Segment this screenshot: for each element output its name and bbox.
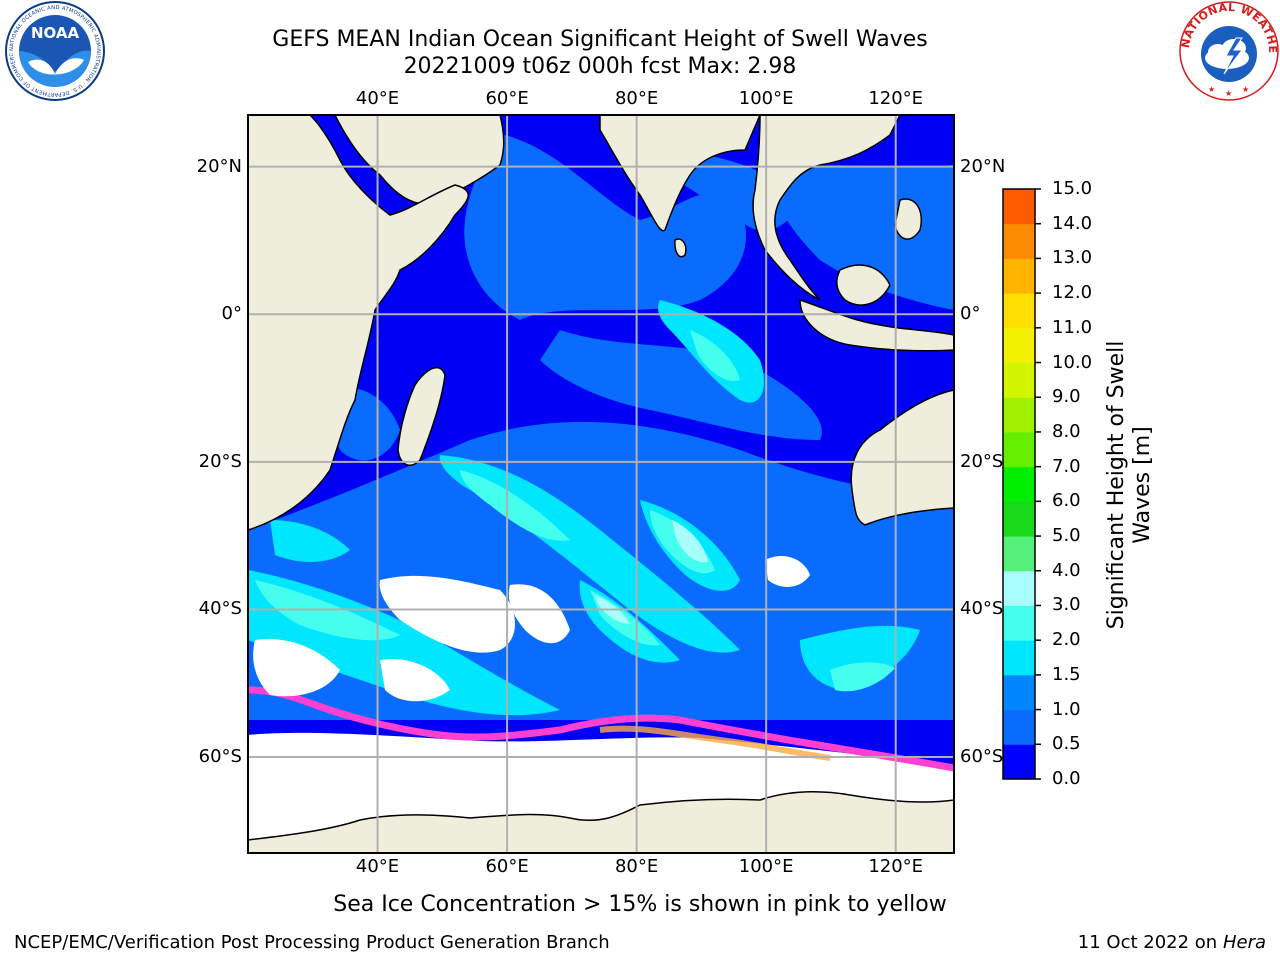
colorbar-segment [1003, 189, 1035, 225]
colorbar-tick-label: 8.0 [1052, 420, 1081, 442]
colorbar-tick-label: 10.0 [1052, 351, 1093, 373]
lat-tick-label-left: 20°S [198, 450, 242, 472]
map-area [248, 115, 954, 853]
colorbar-segment [1003, 570, 1035, 606]
svg-text:★: ★ [1242, 85, 1249, 94]
chart-subtitle: 20221009 t06z 000h fcst Max: 2.98 [403, 54, 797, 79]
lat-tick-label-left: 60°S [198, 746, 242, 768]
lon-tick-label-bottom: 120°E [868, 856, 924, 877]
gridlines [248, 115, 954, 853]
colorbar-segment [1003, 293, 1035, 329]
lon-tick-label-bottom: 60°E [485, 856, 529, 877]
map-frame [247, 114, 955, 854]
sea-ice-note: Sea Ice Concentration > 15% is shown in … [333, 892, 947, 917]
colorbar-segment [1003, 466, 1035, 502]
colorbar-segment [1003, 605, 1035, 641]
svg-text:★: ★ [1208, 85, 1215, 94]
lat-tick-label-left: 20°N [196, 155, 242, 177]
landmass [248, 115, 954, 853]
colorbar [1003, 188, 1041, 780]
colorbar-tick-label: 14.0 [1052, 212, 1093, 234]
colorbar-segment [1003, 709, 1035, 745]
lon-tick-label-top: 40°E [355, 88, 400, 109]
credit-text: NCEP/EMC/Verification Post Processing Pr… [14, 932, 610, 953]
colorbar-segment [1003, 431, 1035, 468]
svg-text:NOAA: NOAA [31, 24, 80, 42]
colorbar-segment [1003, 327, 1035, 364]
colorbar-segment [1003, 501, 1035, 537]
colorbar-tick-label: 9.0 [1052, 386, 1081, 408]
colorbar-tick-label: 11.0 [1052, 316, 1093, 338]
lat-tick-label-right: 60°S [960, 746, 1004, 768]
colorbar-segment [1003, 258, 1035, 294]
colorbar-tick-label: 7.0 [1052, 455, 1081, 477]
lon-tick-label-top: 120°E [868, 88, 924, 109]
lon-tick-label-bottom: 100°E [738, 856, 794, 877]
colorbar-segment [1003, 744, 1035, 780]
colorbar-segment [1003, 397, 1035, 433]
noaa-logo-icon: NATIONAL OCEANIC AND ATMOSPHERIC ADMINIS… [4, 0, 105, 101]
lat-tick-label-left: 40°S [198, 598, 242, 620]
colorbar-tick-label: 3.0 [1052, 594, 1081, 616]
colorbar-tick-label: 1.0 [1052, 698, 1081, 720]
colorbar-tick-label: 15.0 [1052, 178, 1093, 199]
lon-tick-label-bottom: 40°E [355, 856, 400, 877]
colorbar-frame [1002, 188, 1036, 780]
colorbar-segment [1003, 536, 1035, 572]
svg-text:★: ★ [1225, 89, 1232, 98]
colorbar-tick-label: 1.5 [1052, 663, 1081, 685]
colorbar-tick-label: 5.0 [1052, 525, 1081, 547]
lon-tick-label-top: 100°E [738, 88, 794, 109]
lon-tick-label-top: 80°E [614, 88, 659, 109]
lat-tick-label-right: 0° [960, 303, 981, 325]
lon-tick-label-top: 60°E [485, 88, 529, 109]
lat-tick-label-right: 20°S [960, 450, 1004, 472]
colorbar-segment [1003, 640, 1035, 676]
colorbar-tick-label: 4.0 [1052, 559, 1081, 581]
date-text: 11 Oct 2022 on Hera [1077, 932, 1266, 953]
colorbar-tick-label: 0.5 [1052, 733, 1081, 755]
lat-tick-label-right: 20°N [960, 155, 1006, 177]
colorbar-segment [1003, 674, 1035, 711]
colorbar-tick-label: 6.0 [1052, 490, 1081, 512]
lon-tick-label-bottom: 80°E [614, 856, 659, 877]
colorbar-segment [1003, 362, 1035, 398]
chart-title: GEFS MEAN Indian Ocean Significant Heigh… [272, 27, 928, 52]
colorbar-tick-label: 13.0 [1052, 247, 1093, 269]
lat-tick-label-right: 40°S [960, 598, 1004, 620]
lat-tick-label-left: 0° [221, 303, 242, 325]
colorbar-segment [1003, 223, 1035, 259]
colorbar-tick-label: 0.0 [1052, 768, 1081, 789]
colorbar-tick-label: 12.0 [1052, 282, 1093, 304]
colorbar-tick-label: 2.0 [1052, 629, 1081, 651]
nws-logo-icon: NATIONAL WEATHER SERVICE ★ ★ ★ [1178, 0, 1279, 101]
